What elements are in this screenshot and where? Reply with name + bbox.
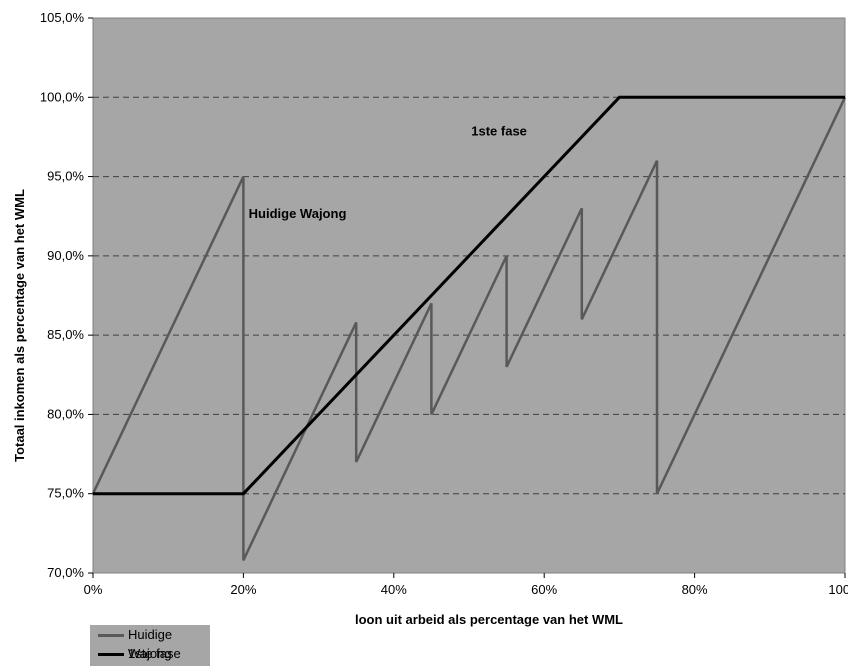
plot-area — [92, 17, 846, 574]
y-axis-label: Totaal inkomen als percentage van het WM… — [12, 189, 27, 462]
y-tick-label: 100,0% — [40, 89, 85, 104]
x-tick-label: 60% — [531, 582, 557, 597]
series-line-huidige-wajong — [91, 96, 847, 561]
x-tick-label: 20% — [230, 582, 256, 597]
legend-item-1ste-fase: 1ste fase — [90, 644, 210, 663]
annotations: Huidige Wajong 1ste fase — [249, 123, 527, 220]
x-axis-label: loon uit arbeid als percentage van het W… — [355, 612, 623, 627]
annotation-label: 1ste fase — [471, 123, 527, 138]
x-tick-label: 40% — [381, 582, 407, 597]
y-tick-label: 75,0% — [47, 486, 84, 501]
legend-swatch — [98, 634, 124, 637]
legend-label: Huidige Wajong — [128, 627, 173, 661]
y-tick-label: 90,0% — [47, 248, 84, 263]
legend: Huidige Wajong 1ste fase — [90, 625, 210, 666]
y-tick-label: 105,0% — [40, 10, 85, 25]
y-axis-ticks: 70,0% 75,0% 80,0% 85,0% 90,0% 95,0% 100,0% 105,… — [40, 10, 93, 580]
y-tick-label: 80,0% — [47, 406, 84, 421]
legend-label: 1ste fase — [128, 646, 181, 661]
legend-swatch — [98, 653, 124, 656]
x-axis-ticks: 0% 20% 40% 60% 80% 100% — [84, 573, 848, 597]
x-tick-label: 80% — [682, 582, 708, 597]
y-tick-label: 85,0% — [47, 327, 84, 342]
series-line-1ste-fase — [93, 95, 845, 496]
annotation-label: Huidige Wajong — [249, 206, 347, 221]
x-tick-label: 100% — [828, 582, 848, 597]
series-lines — [91, 95, 847, 561]
x-tick-label: 0% — [84, 582, 103, 597]
y-tick-label: 70,0% — [47, 565, 84, 580]
y-tick-label: 95,0% — [47, 169, 84, 184]
legend-item-huidige-wajong: Huidige Wajong — [90, 625, 210, 661]
